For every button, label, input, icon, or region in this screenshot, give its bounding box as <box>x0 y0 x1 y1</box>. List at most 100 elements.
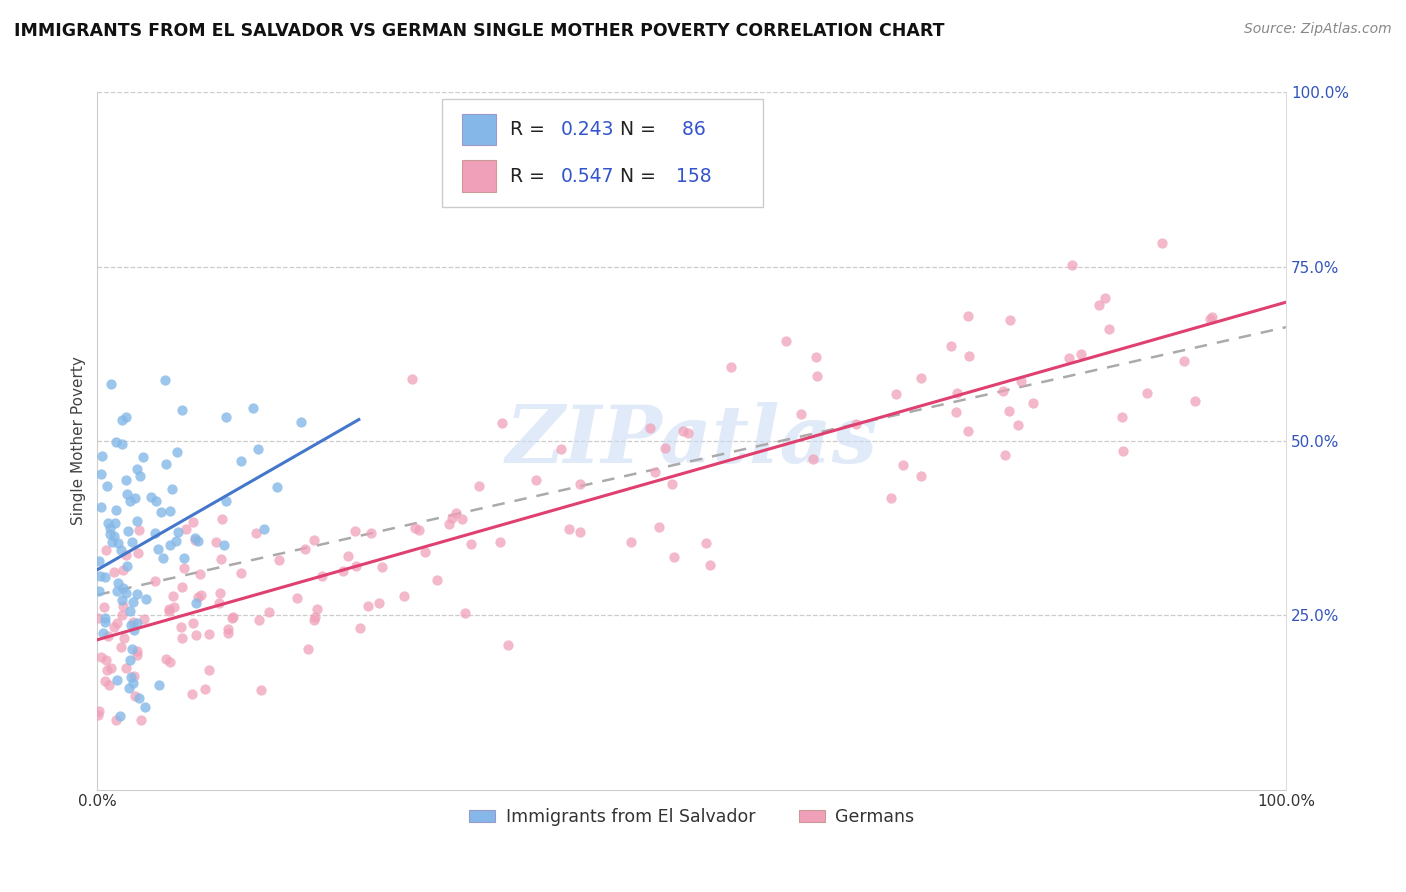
Text: ZIPatlas: ZIPatlas <box>506 402 877 480</box>
Point <box>217 622 239 636</box>
Point <box>304 609 326 624</box>
Point <box>118 653 141 667</box>
Point <box>198 663 221 677</box>
Point <box>181 616 204 631</box>
Point <box>125 644 148 658</box>
Point <box>115 487 138 501</box>
Point <box>134 699 156 714</box>
Point <box>672 425 695 439</box>
Point <box>96 479 118 493</box>
Text: 86: 86 <box>676 120 706 139</box>
Point <box>426 574 449 588</box>
Point <box>166 445 188 459</box>
Point <box>145 574 167 588</box>
Point <box>357 599 380 614</box>
Point <box>910 468 932 483</box>
Point <box>294 542 316 557</box>
Point <box>184 628 207 642</box>
Point <box>187 590 209 604</box>
Point <box>360 526 382 541</box>
Point <box>87 704 110 718</box>
Point <box>107 536 129 550</box>
Point <box>132 612 155 626</box>
Text: R =: R = <box>510 167 551 186</box>
Point <box>115 409 138 424</box>
Point <box>121 642 143 657</box>
Point <box>496 638 519 652</box>
Point <box>1007 417 1029 432</box>
Point <box>181 687 204 701</box>
Point <box>994 448 1017 462</box>
Point <box>1022 396 1045 410</box>
Point <box>90 467 112 481</box>
Point <box>157 604 180 618</box>
Point <box>172 402 194 417</box>
FancyBboxPatch shape <box>441 99 763 208</box>
Point <box>141 491 163 505</box>
Point <box>148 678 170 692</box>
Point <box>1112 444 1135 458</box>
Point <box>111 413 134 427</box>
Point <box>569 477 592 491</box>
Point <box>524 473 547 487</box>
Text: IMMIGRANTS FROM EL SALVADOR VS GERMAN SINGLE MOTHER POVERTY CORRELATION CHART: IMMIGRANTS FROM EL SALVADOR VS GERMAN SI… <box>14 22 945 40</box>
Point <box>311 569 333 583</box>
Point <box>648 520 671 534</box>
Point <box>661 477 683 491</box>
Point <box>111 581 134 595</box>
Point <box>367 596 389 610</box>
Point <box>222 610 245 624</box>
Y-axis label: Single Mother Poverty: Single Mother Poverty <box>72 357 86 525</box>
Point <box>845 417 868 432</box>
Point <box>132 450 155 465</box>
Point <box>124 624 146 638</box>
Text: Source: ZipAtlas.com: Source: ZipAtlas.com <box>1244 22 1392 37</box>
Point <box>231 566 253 580</box>
Point <box>253 522 276 536</box>
Point <box>1088 298 1111 312</box>
Point <box>97 678 120 692</box>
Point <box>94 615 117 629</box>
Point <box>94 611 117 625</box>
Point <box>212 538 235 552</box>
Point <box>998 404 1021 418</box>
Point <box>100 534 122 549</box>
Point <box>111 592 134 607</box>
Point <box>245 525 267 540</box>
Point <box>337 549 360 563</box>
Point <box>159 504 181 518</box>
Legend: Immigrants from El Salvador, Germans: Immigrants from El Salvador, Germans <box>463 801 921 833</box>
Point <box>165 533 187 548</box>
Point <box>209 585 232 599</box>
Point <box>105 503 128 517</box>
Point <box>115 559 138 574</box>
Point <box>1201 310 1223 324</box>
Point <box>104 516 127 530</box>
Point <box>94 673 117 688</box>
Point <box>150 505 173 519</box>
Point <box>120 670 142 684</box>
Point <box>104 434 127 449</box>
Point <box>174 522 197 536</box>
Point <box>170 631 193 645</box>
Point <box>181 515 204 529</box>
Point <box>880 491 903 505</box>
Point <box>489 535 512 549</box>
Point <box>302 533 325 547</box>
Point <box>135 591 157 606</box>
Point <box>250 683 273 698</box>
Point <box>662 550 685 565</box>
Point <box>269 553 291 567</box>
Point <box>247 613 270 627</box>
Point <box>160 482 183 496</box>
Point <box>97 516 120 530</box>
Point <box>112 599 135 613</box>
Point <box>129 713 152 727</box>
Point <box>491 417 513 431</box>
Point <box>297 642 319 657</box>
Point <box>946 386 969 401</box>
Point <box>467 479 489 493</box>
Point <box>695 535 717 549</box>
Point <box>115 661 138 675</box>
Point <box>939 338 962 352</box>
